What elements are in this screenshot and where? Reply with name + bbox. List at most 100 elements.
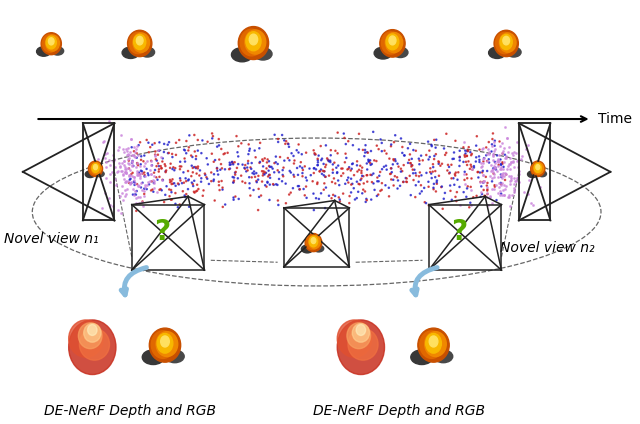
Point	[484, 150, 494, 157]
Point	[104, 195, 114, 202]
Point	[465, 165, 475, 172]
Point	[314, 195, 324, 202]
Point	[168, 180, 178, 187]
Point	[184, 144, 194, 151]
Ellipse shape	[41, 33, 61, 55]
Point	[320, 173, 330, 180]
Point	[485, 173, 495, 179]
Point	[490, 137, 500, 144]
Point	[149, 169, 159, 176]
Point	[343, 138, 353, 145]
Point	[234, 195, 244, 202]
Text: ?: ?	[451, 218, 467, 246]
Point	[133, 181, 143, 188]
Point	[254, 193, 264, 200]
Point	[437, 160, 447, 167]
Point	[423, 179, 433, 185]
Point	[421, 170, 431, 176]
Point	[361, 195, 371, 202]
Point	[497, 191, 507, 198]
Point	[358, 147, 368, 153]
Point	[511, 158, 522, 165]
Point	[131, 191, 141, 198]
Point	[214, 179, 224, 185]
Point	[381, 166, 392, 173]
Point	[346, 181, 356, 188]
Point	[420, 199, 430, 206]
Point	[132, 154, 142, 161]
Point	[122, 155, 132, 162]
Point	[141, 165, 152, 172]
Point	[523, 141, 533, 148]
Point	[264, 167, 274, 174]
Point	[506, 173, 516, 179]
Point	[404, 156, 414, 163]
Point	[143, 172, 154, 179]
Point	[127, 152, 138, 159]
Point	[298, 173, 308, 180]
Ellipse shape	[79, 329, 109, 360]
Point	[134, 171, 145, 178]
Point	[279, 137, 289, 144]
Point	[124, 180, 134, 187]
Ellipse shape	[49, 38, 54, 45]
Point	[500, 170, 510, 177]
Point	[167, 196, 177, 203]
Circle shape	[95, 171, 104, 177]
Point	[516, 153, 527, 159]
Point	[340, 180, 350, 187]
Point	[335, 198, 345, 205]
Point	[497, 150, 508, 157]
Point	[429, 156, 439, 162]
Point	[489, 185, 499, 192]
Point	[265, 174, 275, 181]
Point	[203, 161, 213, 168]
Point	[339, 134, 349, 141]
Point	[356, 167, 367, 174]
Point	[499, 192, 509, 199]
Point	[436, 184, 446, 190]
Point	[498, 187, 508, 193]
Point	[509, 189, 519, 195]
Point	[312, 156, 323, 162]
Point	[127, 170, 138, 176]
Point	[486, 167, 497, 174]
Point	[129, 174, 139, 181]
Point	[479, 155, 489, 162]
Point	[489, 170, 499, 177]
Point	[452, 189, 462, 195]
Point	[454, 184, 465, 190]
Point	[410, 194, 420, 201]
Point	[180, 147, 190, 154]
Point	[159, 161, 170, 167]
Point	[171, 151, 181, 158]
Point	[135, 175, 145, 181]
Point	[261, 165, 271, 172]
Point	[476, 160, 486, 167]
Point	[453, 169, 463, 176]
Point	[460, 150, 470, 157]
Point	[187, 179, 197, 186]
Point	[122, 170, 132, 176]
Point	[220, 201, 230, 208]
Point	[191, 156, 201, 162]
Point	[157, 187, 167, 194]
Point	[496, 181, 506, 188]
Point	[469, 163, 479, 170]
Point	[274, 176, 284, 182]
Point	[200, 170, 210, 177]
Point	[408, 170, 419, 177]
Point	[179, 146, 189, 153]
Point	[120, 165, 130, 172]
Point	[455, 201, 465, 208]
Point	[279, 157, 289, 164]
Point	[478, 171, 488, 178]
Point	[154, 187, 164, 193]
Point	[499, 158, 509, 165]
Point	[269, 169, 280, 176]
Point	[367, 179, 377, 185]
Point	[490, 165, 500, 172]
Point	[481, 173, 491, 180]
Point	[491, 166, 501, 173]
Point	[105, 171, 115, 178]
